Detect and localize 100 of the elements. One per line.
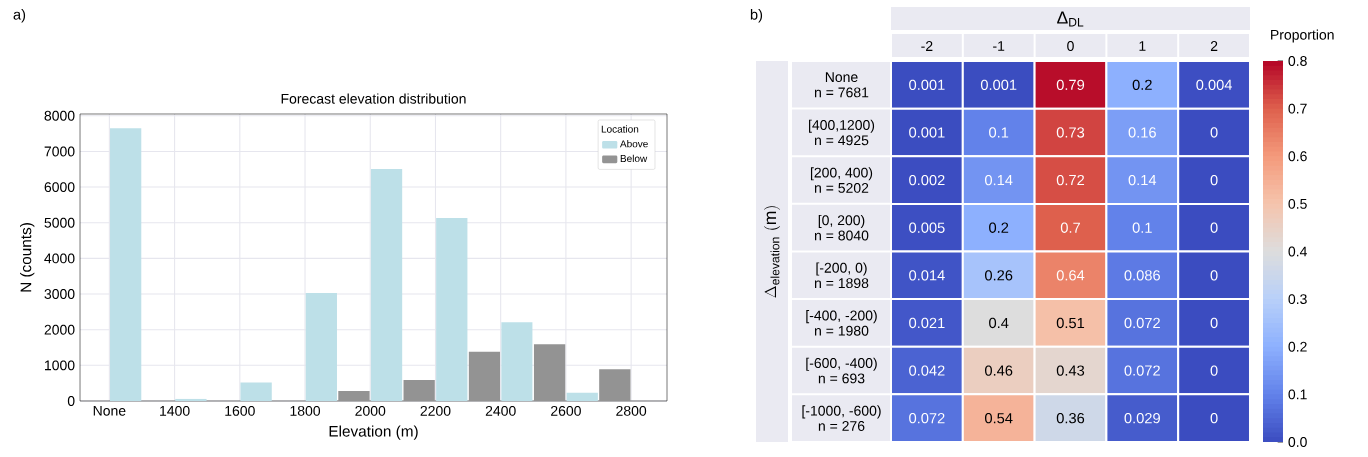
x-tick-label: 2600: [551, 405, 581, 416]
x-tick-label: 1600: [225, 405, 255, 416]
y-tick-label: 8000: [44, 110, 75, 121]
color-bar-label: 0.2: [1288, 341, 1307, 352]
bar: [566, 392, 598, 401]
data-label: 0.004: [1196, 79, 1232, 91]
data-label: 0.14: [984, 174, 1013, 186]
data-label: 0.16: [1128, 127, 1156, 138]
legend-label: Below: [620, 154, 648, 163]
x-axis-title: Δ$_{DL}$: [1057, 11, 1084, 27]
data-label: 0: [1210, 222, 1218, 233]
color-bar-label: 0.6: [1288, 151, 1307, 162]
text: a): [13, 8, 26, 23]
data-label: 0.005: [909, 222, 945, 233]
data-label: 0.4: [989, 317, 1009, 329]
data-label: 0.2: [989, 222, 1009, 233]
y-tick-label: 7000: [44, 146, 75, 157]
bar: [599, 369, 631, 401]
data-label: 0.64: [1056, 270, 1085, 281]
x-tick-label: 2200: [420, 405, 451, 416]
bar: [110, 128, 142, 401]
x-tick-label: 1400: [160, 405, 190, 416]
x-tick-label: 1: [1139, 41, 1146, 51]
data-label: 0.072: [909, 413, 945, 424]
category-label: n = 8040: [814, 230, 869, 241]
data-label: 0.029: [1124, 413, 1160, 424]
data-label: 0: [1210, 317, 1218, 329]
data-label: 0.26: [984, 270, 1013, 281]
data-label: 0.001: [980, 79, 1017, 91]
legend-label: Above: [620, 140, 648, 148]
data-label: 0.46: [984, 365, 1013, 376]
category-label: n = 4925: [814, 135, 869, 146]
data-label: 0.43: [1056, 365, 1085, 376]
bar: [175, 398, 207, 401]
data-label: 0.72: [1056, 174, 1085, 186]
data-label: 0.54: [984, 413, 1013, 424]
x-tick-label: 0: [1067, 41, 1074, 51]
category-label: n = 693: [818, 373, 865, 384]
color-bar-label: 0.1: [1288, 389, 1307, 400]
bar: [468, 351, 501, 401]
x-axis-title: Elevation (m): [329, 425, 418, 440]
category-label: [-600, -400): [806, 357, 877, 371]
y-tick-label: 1000: [45, 360, 75, 371]
y-axis-title: $\Delta_{\mathrm{elevation}}\ \mathrm{(m)}$: [764, 206, 781, 298]
category-label: n = 5202: [814, 182, 869, 193]
bar: [240, 382, 272, 401]
x-tick-label: None: [93, 405, 126, 416]
y-tick-label: 2000: [44, 324, 75, 335]
text: b): [750, 8, 763, 23]
category-label: n = 7681: [814, 87, 869, 98]
y-tick-label: 3000: [44, 289, 75, 299]
data-label: 0.021: [909, 317, 945, 329]
data-label: 0.73: [1056, 127, 1085, 138]
data-label: 0: [1210, 127, 1218, 138]
x-tick-label: 1800: [290, 405, 321, 416]
category-label: [200, 400): [810, 167, 873, 181]
category-label: None: [825, 72, 858, 83]
data-label: 0.79: [1056, 79, 1085, 91]
x-tick-label: -2: [921, 41, 933, 51]
color-bar-label: 0.8: [1288, 56, 1307, 66]
data-label: 0.36: [1056, 413, 1085, 424]
y-tick-label: 0: [67, 396, 75, 406]
category-label: n = 276: [818, 421, 865, 431]
data-label: 0.1: [1132, 222, 1152, 233]
y-axis-title: N (counts): [20, 223, 35, 292]
bar: [370, 168, 403, 401]
x-tick-label: 2400: [485, 405, 516, 416]
color-bar-title: Proportion: [1271, 29, 1334, 43]
category-label: [0, 200): [818, 214, 865, 228]
color-bar-label: 0.7: [1288, 103, 1307, 114]
data-label: 0.072: [1124, 317, 1160, 329]
y-tick-label: 5000: [44, 217, 75, 228]
data-label: 0.042: [909, 365, 945, 376]
legend-title: Location: [601, 125, 639, 133]
bar: [533, 344, 566, 401]
bar: [403, 379, 435, 401]
color-bar-label: 0.5: [1288, 198, 1307, 209]
category-label: [-400, -200): [806, 310, 877, 324]
bar: [305, 292, 337, 401]
data-label: 0: [1210, 270, 1218, 281]
x-tick-label: 2: [1210, 41, 1218, 51]
x-tick-label: 2000: [355, 405, 386, 416]
data-label: 0.7: [1060, 222, 1080, 233]
color-bar-label: 0.0: [1288, 437, 1307, 447]
data-label: 0.2: [1132, 79, 1152, 91]
category-label: n = 1898: [814, 278, 869, 289]
data-label: 0.072: [1124, 365, 1160, 376]
data-label: 0: [1210, 365, 1218, 376]
data-label: 0: [1210, 174, 1218, 186]
data-label: 0.14: [1128, 174, 1157, 186]
bar: [501, 322, 533, 401]
data-label: 0: [1210, 413, 1218, 424]
data-label: 0.002: [909, 174, 945, 186]
data-label: 0.001: [909, 79, 945, 91]
data-label: 0.001: [909, 127, 945, 138]
bar: [338, 391, 370, 401]
data-label: 0.1: [989, 127, 1009, 138]
category-label: [-200, 0): [816, 262, 867, 276]
category-label: [400,1200): [809, 119, 875, 133]
data-label: 0.51: [1056, 317, 1085, 329]
